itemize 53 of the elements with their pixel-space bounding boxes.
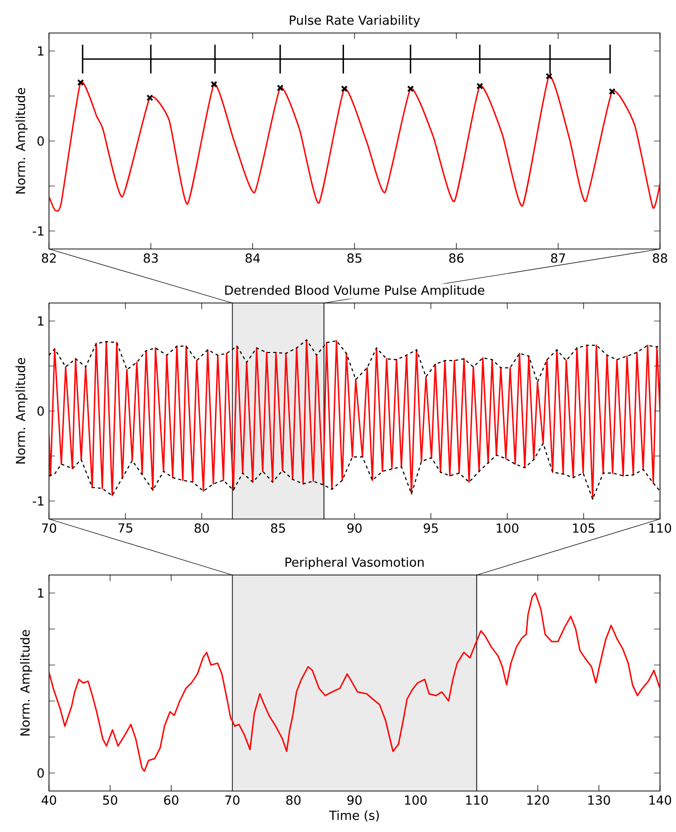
x-tick-label: 40 [42,795,56,805]
x-tick-label: 100 [496,523,518,533]
x-tick-label: 110 [466,795,488,805]
point [210,80,218,88]
x-tick-label: 140 [649,795,672,805]
x-tick-label: 85 [347,253,362,263]
x-tick-label: 105 [573,523,594,533]
x-tick-label: 90 [347,795,362,805]
point [476,82,484,90]
x-axis-title: Time (s) [329,810,379,822]
point [276,84,284,92]
y-tick-label: 0 [37,136,44,146]
point [77,79,84,86]
point [546,72,552,80]
point [407,85,414,92]
y-tick-label: 1 [38,588,44,598]
point [608,88,616,95]
x-tick-label: 80 [194,523,209,533]
x-tick-label: 86 [449,253,464,263]
x-tick-label: 80 [286,795,300,805]
chart-title: Peripheral Vasomotion [286,557,424,570]
x-tick-label: 83 [144,253,158,263]
x-tick-label: 110 [649,523,672,533]
x-tick-label: 85 [270,523,285,533]
point [340,85,348,92]
x-tick-label: 130 [588,795,610,805]
y-tick-label: -1 [32,226,44,236]
x-tick-label: 88 [652,253,668,263]
x-tick-label: 84 [246,253,260,263]
x-tick-label: 120 [527,795,549,805]
point [146,94,154,102]
chart-title: Pulse Rate Variability [290,15,420,28]
line-series [48,339,660,500]
y-tick-label: 1 [38,316,44,326]
x-tick-label: 75 [118,523,132,533]
x-tick-label: 100 [405,795,427,805]
x-tick-label: 95 [424,523,438,533]
y-tick-label: 0 [37,768,44,778]
y-tick-label: 0 [37,406,44,416]
y-tick-label: 1 [38,46,44,56]
y-axis-title: Norm. Amplitude [15,358,28,464]
y-axis-title: Norm. Amplitude [15,88,28,194]
chart-title: Detrended Blood Volume Pulse Amplitude [225,285,484,298]
x-tick-label: 87 [551,253,566,263]
line-series [48,75,660,211]
y-tick-label: -1 [32,496,44,506]
x-tick-label: 50 [103,795,118,805]
x-tick-label: 70 [225,795,240,805]
x-tick-label: 60 [164,795,178,805]
x-tick-label: 82 [42,253,56,263]
x-tick-label: 90 [347,523,362,533]
y-axis-title: Norm. Amplitude [20,630,32,736]
x-tick-label: 70 [42,523,56,533]
